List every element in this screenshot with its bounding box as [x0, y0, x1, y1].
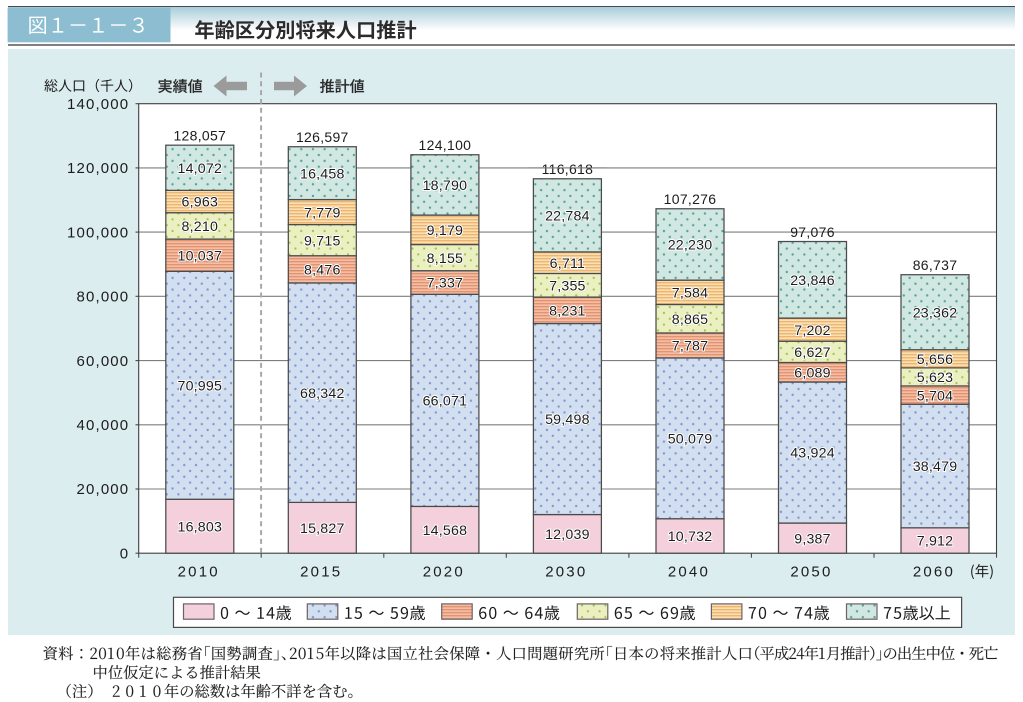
svg-text:23,846: 23,846: [790, 273, 835, 289]
svg-text:22,784: 22,784: [545, 209, 590, 225]
svg-text:8,231: 8,231: [549, 304, 586, 320]
svg-text:22,230: 22,230: [668, 238, 713, 254]
svg-text:16,458: 16,458: [300, 166, 345, 182]
svg-text:7,584: 7,584: [672, 286, 709, 302]
svg-text:5,623: 5,623: [917, 370, 954, 386]
svg-text:7,779: 7,779: [304, 205, 341, 221]
svg-text:38,479: 38,479: [913, 459, 958, 475]
svg-text:6,089: 6,089: [794, 366, 831, 382]
svg-text:8,210: 8,210: [182, 219, 219, 235]
svg-text:7,337: 7,337: [427, 276, 464, 292]
svg-text:50,079: 50,079: [668, 432, 713, 448]
svg-text:59,498: 59,498: [545, 412, 590, 428]
svg-text:8,865: 8,865: [672, 312, 709, 328]
svg-text:2020: 2020: [423, 563, 465, 580]
svg-text:70,995: 70,995: [177, 379, 222, 395]
svg-text:14,072: 14,072: [177, 161, 222, 177]
svg-text:8,155: 8,155: [427, 251, 464, 267]
svg-text:9,715: 9,715: [304, 233, 341, 249]
svg-text:66,071: 66,071: [423, 394, 468, 410]
svg-text:97,076: 97,076: [790, 224, 835, 240]
svg-text:128,057: 128,057: [173, 128, 226, 144]
svg-text:100,000: 100,000: [67, 224, 129, 241]
svg-text:2050: 2050: [790, 563, 832, 580]
svg-text:116,618: 116,618: [542, 161, 594, 177]
svg-text:107,276: 107,276: [664, 191, 717, 207]
svg-text:40,000: 40,000: [77, 417, 130, 434]
svg-text:9,179: 9,179: [427, 223, 464, 239]
svg-text:60,000: 60,000: [77, 353, 130, 370]
svg-text:7,355: 7,355: [549, 279, 586, 295]
svg-text:80,000: 80,000: [77, 289, 130, 306]
svg-text:10,037: 10,037: [177, 248, 222, 264]
svg-text:9,387: 9,387: [794, 531, 831, 547]
svg-text:10,732: 10,732: [668, 529, 713, 545]
svg-text:140,000: 140,000: [67, 96, 129, 113]
svg-text:2030: 2030: [545, 563, 587, 580]
svg-text:120,000: 120,000: [67, 160, 129, 177]
svg-text:2060: 2060: [913, 563, 955, 580]
svg-text:5,656: 5,656: [917, 352, 954, 368]
svg-text:12,039: 12,039: [545, 527, 590, 543]
svg-text:2015: 2015: [300, 563, 342, 580]
svg-text:6,627: 6,627: [794, 345, 831, 361]
svg-text:68,342: 68,342: [300, 386, 345, 402]
svg-text:124,100: 124,100: [419, 137, 472, 153]
svg-text:2010: 2010: [178, 563, 220, 580]
svg-text:0: 0: [120, 545, 130, 562]
svg-text:43,924: 43,924: [790, 446, 835, 462]
svg-text:6,711: 6,711: [550, 256, 585, 272]
svg-text:23,362: 23,362: [913, 305, 958, 321]
svg-text:5,704: 5,704: [917, 388, 954, 404]
svg-text:15,827: 15,827: [300, 521, 345, 537]
svg-text:2040: 2040: [668, 563, 710, 580]
svg-text:126,597: 126,597: [296, 129, 349, 145]
svg-text:16,803: 16,803: [177, 519, 222, 535]
svg-text:6,963: 6,963: [182, 195, 219, 211]
svg-text:7,912: 7,912: [917, 534, 954, 550]
svg-text:8,476: 8,476: [304, 263, 341, 279]
svg-text:86,737: 86,737: [913, 257, 958, 273]
svg-text:7,202: 7,202: [794, 323, 831, 339]
svg-text:14,568: 14,568: [423, 523, 468, 539]
svg-text:20,000: 20,000: [77, 481, 130, 498]
svg-text:7,787: 7,787: [672, 339, 709, 355]
svg-text:18,790: 18,790: [423, 178, 468, 194]
